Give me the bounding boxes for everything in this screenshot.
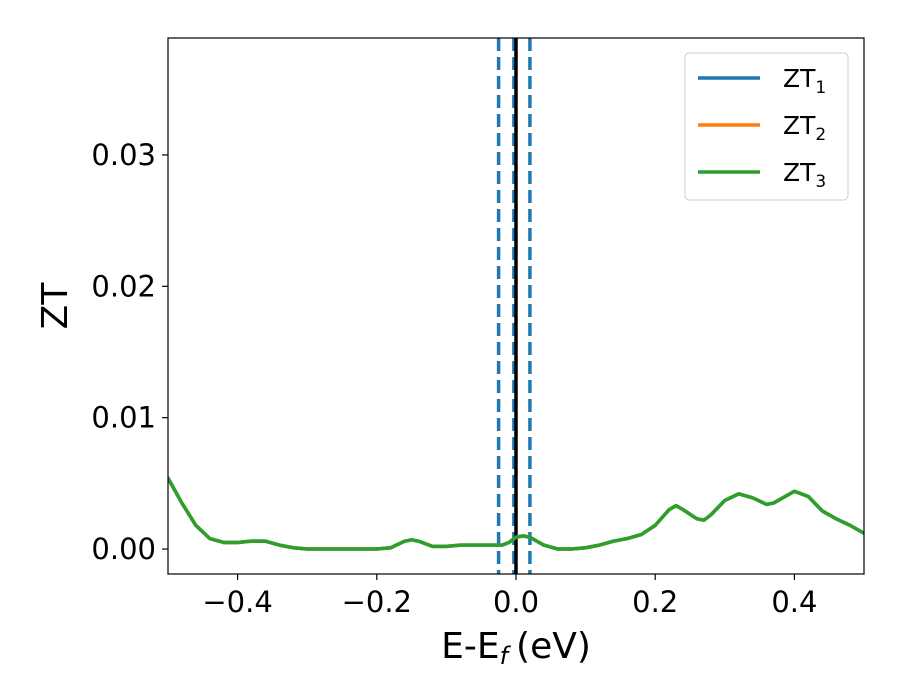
reference-lines bbox=[496, 38, 532, 574]
y-axis-ticks: 0.00 0.01 0.02 0.03 bbox=[91, 138, 168, 566]
legend-label-sub: 3 bbox=[815, 172, 826, 192]
legend-label-sub: 1 bbox=[815, 78, 826, 98]
legend-label-sub: 2 bbox=[815, 125, 826, 145]
x-tick-label: −0.2 bbox=[342, 585, 412, 619]
legend-label-2: ZT2 bbox=[783, 111, 826, 145]
y-tick-label: 0.01 bbox=[91, 401, 156, 435]
x-tick-label: −0.4 bbox=[202, 585, 272, 619]
series-lines bbox=[168, 476, 864, 551]
y-axis-label: ZT bbox=[35, 282, 76, 330]
x-axis-label-main: E-E bbox=[441, 626, 499, 667]
x-axis-ticks: −0.4 −0.2 0.0 0.2 0.4 bbox=[202, 574, 817, 619]
legend-label-main: ZT bbox=[783, 158, 816, 187]
y-tick-label: 0.00 bbox=[91, 532, 156, 566]
x-axis-label-unit: (eV) bbox=[516, 626, 591, 667]
series-line-3 bbox=[168, 476, 864, 551]
x-axis-label: E-Ef (eV) bbox=[441, 626, 591, 670]
legend-frame bbox=[684, 52, 849, 201]
legend-label-3: ZT3 bbox=[783, 158, 826, 192]
y-tick-label: 0.02 bbox=[91, 269, 156, 303]
legend-label-1: ZT1 bbox=[783, 64, 826, 98]
x-tick-label: 0.0 bbox=[493, 585, 539, 619]
legend-label-main: ZT bbox=[783, 111, 816, 140]
x-tick-label: 0.4 bbox=[771, 585, 817, 619]
x-tick-label: 0.2 bbox=[632, 585, 678, 619]
y-tick-label: 0.03 bbox=[91, 138, 156, 172]
legend-label-main: ZT bbox=[783, 64, 816, 93]
